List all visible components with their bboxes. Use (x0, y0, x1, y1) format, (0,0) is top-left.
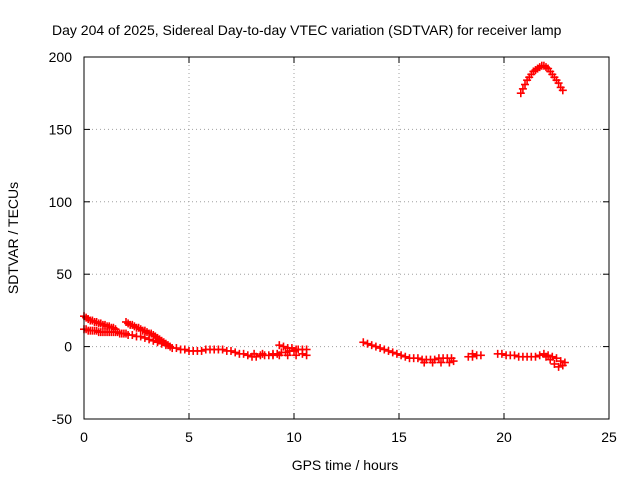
data-point (384, 346, 393, 355)
grid (84, 57, 609, 419)
data-point (363, 339, 372, 348)
data-point (554, 362, 563, 371)
data-point (367, 341, 376, 350)
data-point (227, 346, 235, 355)
data-point (218, 345, 227, 354)
data-point (516, 89, 525, 98)
data-point (558, 86, 567, 95)
data-point (180, 345, 189, 354)
data-point (397, 351, 406, 360)
data-point (197, 346, 206, 355)
data-point (275, 351, 284, 360)
data-point (128, 331, 137, 340)
data-point (556, 357, 565, 366)
y-axis-label: SDTVAR / TECUs (5, 182, 21, 294)
data-point (531, 352, 540, 361)
data-point (401, 352, 410, 361)
data-points (80, 61, 569, 371)
x-tick-label: 0 (80, 429, 88, 445)
axis-ticks (83, 56, 610, 420)
x-tick-label: 25 (601, 429, 617, 445)
data-point (413, 354, 422, 363)
x-axis-label: GPS time / hours (292, 457, 399, 473)
data-point (140, 333, 149, 342)
data-point (558, 361, 567, 370)
data-point (161, 341, 170, 350)
data-point (468, 349, 477, 358)
data-point (231, 348, 240, 357)
y-tick-label: -50 (52, 411, 72, 427)
data-point (371, 342, 380, 351)
data-point (445, 358, 454, 367)
data-point (283, 351, 292, 360)
data-point (521, 80, 529, 89)
plot-frame (83, 56, 610, 420)
y-tick-label: 200 (49, 49, 73, 65)
data-point (392, 349, 401, 358)
data-point (298, 349, 307, 358)
data-point (376, 344, 385, 353)
x-tick-label: 5 (185, 429, 193, 445)
data-point (250, 349, 259, 358)
data-point (243, 351, 252, 360)
y-tick-label: 150 (49, 121, 73, 137)
data-point (428, 358, 437, 367)
data-point (239, 349, 248, 358)
data-point (449, 357, 458, 366)
data-point (380, 345, 389, 354)
data-point (552, 354, 561, 363)
data-point (258, 349, 267, 358)
data-point (302, 351, 311, 360)
data-point (153, 338, 162, 347)
data-point (546, 355, 555, 364)
data-point (510, 351, 519, 360)
data-point (542, 352, 550, 361)
data-point (535, 351, 544, 360)
x-tick-labels: 0 5 10 15 20 25 (80, 429, 617, 445)
data-point (420, 358, 429, 367)
data-point (292, 345, 301, 354)
x-tick-label: 15 (391, 429, 407, 445)
data-point (518, 84, 527, 93)
x-tick-label: 10 (286, 429, 302, 445)
data-point (359, 338, 368, 347)
data-point (157, 339, 166, 348)
data-point (497, 349, 506, 358)
data-point (554, 79, 563, 88)
y-tick-labels: -50 0 50 100 150 200 (49, 49, 73, 427)
data-point (145, 335, 154, 344)
x-tick-label: 20 (496, 429, 512, 445)
chart-title: Day 204 of 2025, Sidereal Day-to-day VTE… (52, 22, 562, 38)
y-tick-label: 0 (64, 339, 72, 355)
data-point (149, 336, 158, 345)
data-point (287, 344, 296, 353)
y-tick-label: 100 (49, 194, 73, 210)
data-point (136, 332, 145, 341)
data-point (388, 348, 397, 357)
data-point (279, 342, 288, 351)
data-point (550, 359, 559, 368)
data-point (172, 344, 181, 353)
data-point (437, 358, 445, 367)
data-point (476, 351, 485, 360)
data-point (275, 341, 284, 350)
y-tick-label: 50 (56, 266, 72, 282)
